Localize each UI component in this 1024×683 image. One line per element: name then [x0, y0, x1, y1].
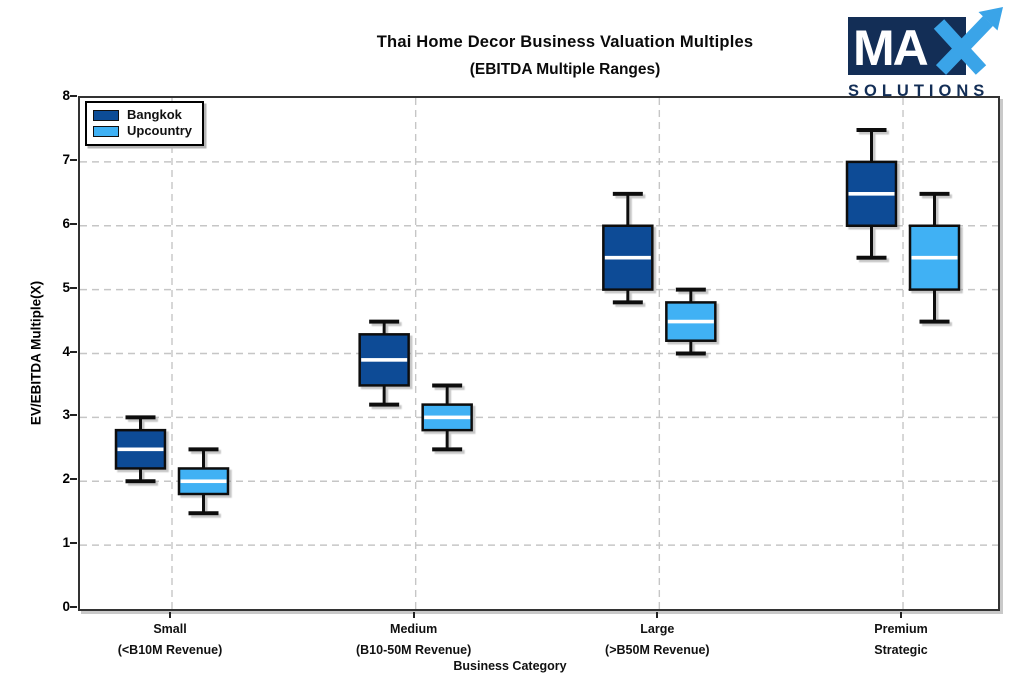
logo-text-ma: MA [853, 20, 928, 76]
y-tick-mark [70, 542, 77, 545]
logo-x-arrow-icon [933, 7, 1003, 75]
median-line [424, 415, 471, 420]
x-category-label-premium: Premium Strategic [781, 619, 1021, 661]
y-tick-label-5: 5 [62, 279, 70, 295]
chart-title: Thai Home Decor Business Valuation Multi… [376, 33, 754, 51]
boxplot-upcountry-3 [908, 191, 961, 324]
y-tick-label-4: 4 [62, 343, 70, 359]
median-line [667, 319, 714, 324]
x-category-line2: (B10-50M Revenue) [355, 643, 472, 657]
boxplot-bangkok-1 [358, 319, 410, 407]
boxplot-upcountry-1 [421, 383, 473, 452]
y-tick-mark [70, 158, 77, 161]
y-tick-label-8: 8 [62, 88, 70, 103]
legend-item-upcountry: Upcountry [93, 123, 192, 139]
median-line [848, 192, 895, 196]
boxplot-upcountry-0 [177, 447, 230, 516]
y-tick-label-0: 0 [62, 599, 70, 614]
x-category-line1: Large [640, 622, 675, 636]
x-category-line2: (<B10M Revenue) [117, 643, 223, 657]
chart-plot-area: Bangkok Upcountry [78, 96, 1000, 611]
y-tick-mark [70, 95, 77, 97]
y-tick-mark [70, 414, 77, 417]
x-category-line1: Premium [874, 622, 928, 636]
boxplot-bangkok-2 [602, 191, 654, 305]
boxplot-upcountry-2 [665, 287, 717, 356]
x-category-label-medium: Medium (B10-50M Revenue) [294, 619, 534, 661]
x-category-line1: Medium [390, 622, 438, 636]
median-line [604, 255, 651, 260]
legend-swatch-bangkok [93, 109, 119, 121]
x-category-label-small: Small (<B10M Revenue) [50, 619, 290, 661]
y-tick-mark [70, 286, 77, 289]
legend-label-upcountry: Upcountry [127, 123, 192, 138]
x-category-line2: Strategic [874, 643, 928, 657]
legend-label-bangkok: Bangkok [127, 107, 182, 122]
y-tick-label-2: 2 [62, 471, 70, 487]
y-tick-label-6: 6 [62, 215, 70, 231]
x-tick-mark [900, 612, 902, 618]
x-tick-mark [169, 612, 171, 618]
legend: Bangkok Upcountry [85, 101, 204, 146]
y-tick-label-3: 3 [62, 407, 70, 423]
x-tick-mark [656, 612, 659, 618]
boxplot-canvas [80, 98, 998, 609]
y-tick-mark [70, 606, 77, 608]
legend-item-bangkok: Bangkok [93, 107, 192, 123]
y-tick-mark [70, 350, 77, 353]
logo-text-solutions: SOLUTIONS [848, 82, 989, 100]
median-line [911, 255, 958, 260]
y-tick-mark [70, 478, 77, 481]
x-tick-mark [412, 612, 415, 618]
x-category-label-large: Large (>B50M Revenue) [537, 619, 777, 661]
y-tick-mark [70, 222, 77, 225]
logo-graphic: MA SOLUTIONS [848, 7, 1003, 100]
median-line [361, 358, 408, 362]
boxplot-bangkok-3 [845, 127, 898, 260]
chart-subtitle: (EBITDA Multiple Ranges) [469, 61, 661, 78]
legend-swatch-upcountry [93, 125, 119, 137]
max-solutions-logo: MA SOLUTIONS [840, 5, 1015, 100]
boxplot-bangkok-0 [114, 415, 167, 484]
median-line [117, 447, 164, 452]
y-tick-label-1: 1 [62, 535, 70, 551]
x-category-line2: (>B50M Revenue) [605, 643, 710, 657]
x-axis-title: Business Category [453, 659, 567, 673]
y-tick-label-7: 7 [62, 151, 70, 167]
median-line [180, 479, 227, 484]
x-category-line1: Small [153, 622, 187, 636]
